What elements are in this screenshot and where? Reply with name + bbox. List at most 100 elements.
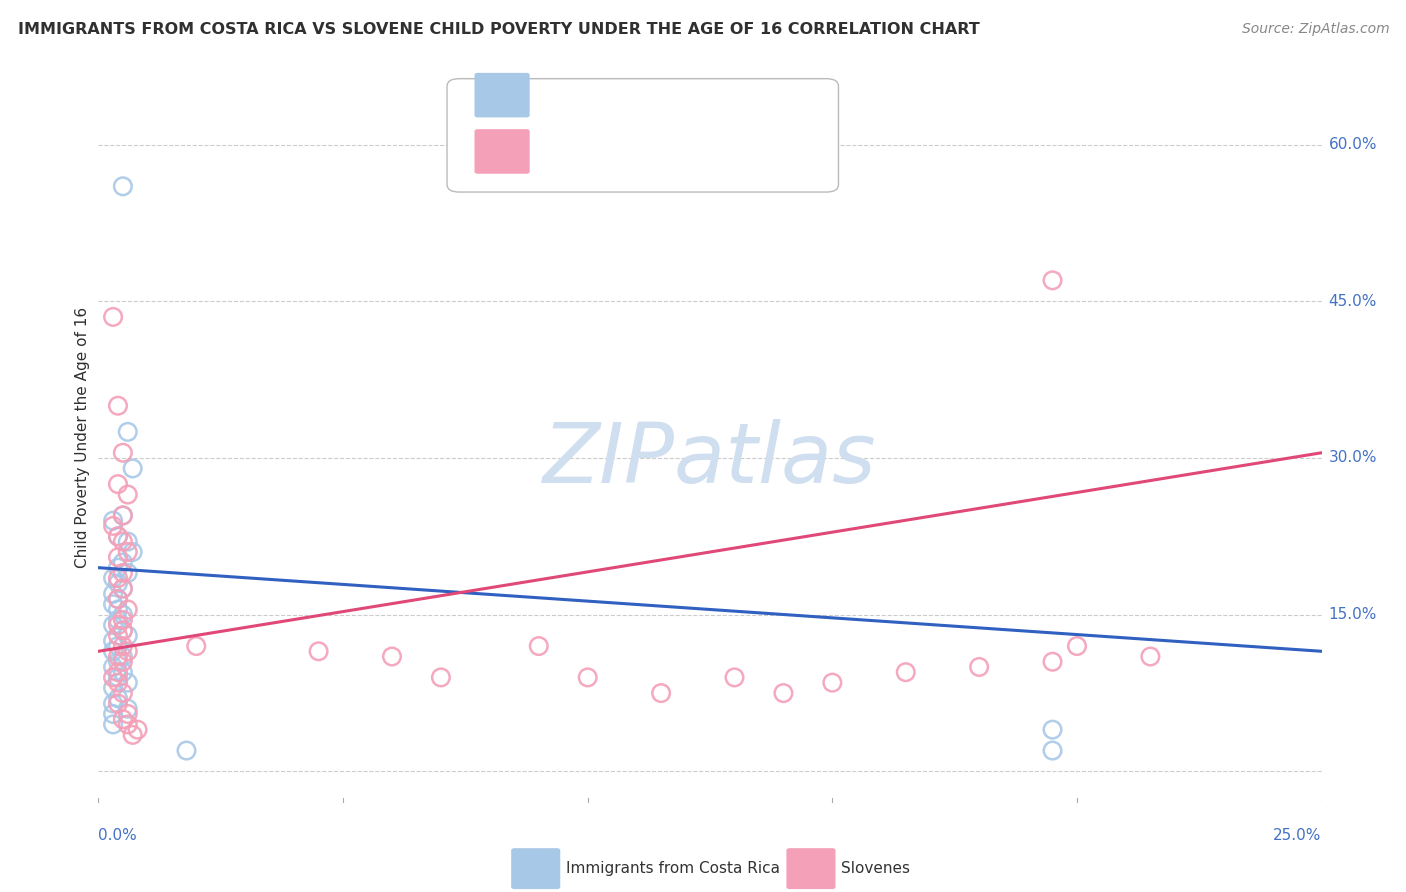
Point (117, 602, 139, 616)
Text: 0.0%: 0.0% (98, 828, 138, 843)
Point (111, 665, 134, 680)
Point (101, 644, 124, 658)
Point (101, 310, 124, 324)
FancyBboxPatch shape (787, 849, 835, 888)
Point (107, 576, 129, 591)
Text: N =: N = (710, 87, 744, 103)
Point (101, 706, 124, 721)
Point (117, 629, 139, 643)
Text: -0.088: -0.088 (596, 87, 651, 103)
Text: ZIPatlas: ZIPatlas (543, 418, 877, 500)
Text: 0.286: 0.286 (596, 144, 644, 159)
Text: R =: R = (546, 144, 578, 159)
Point (107, 592, 129, 607)
Point (107, 571, 129, 585)
Point (111, 613, 134, 627)
Point (111, 582, 134, 596)
Text: IMMIGRANTS FROM COSTA RICA VS SLOVENE CHILD POVERTY UNDER THE AGE OF 16 CORRELAT: IMMIGRANTS FROM COSTA RICA VS SLOVENE CH… (18, 22, 980, 37)
Point (107, 649, 129, 664)
Point (107, 697, 129, 711)
Point (111, 649, 134, 664)
Text: 15.0%: 15.0% (1329, 607, 1376, 623)
Point (1042, 723, 1064, 737)
Point (117, 566, 139, 580)
Point (101, 519, 124, 533)
Point (101, 697, 124, 711)
Point (527, 639, 550, 653)
Point (894, 665, 917, 680)
Point (107, 560, 129, 574)
FancyBboxPatch shape (475, 130, 529, 173)
Text: Immigrants from Costa Rica: Immigrants from Costa Rica (565, 861, 780, 876)
Point (117, 644, 139, 658)
Point (101, 597, 124, 611)
Point (111, 639, 134, 653)
Point (107, 675, 129, 690)
Point (127, 723, 149, 737)
Point (111, 624, 134, 638)
Point (107, 613, 129, 627)
Point (117, 706, 139, 721)
FancyBboxPatch shape (475, 73, 529, 117)
Point (111, 582, 134, 596)
Point (1139, 649, 1161, 664)
Text: 60.0%: 60.0% (1329, 137, 1376, 152)
Point (107, 618, 129, 632)
Point (111, 556, 134, 570)
Point (111, 712, 134, 726)
Point (111, 534, 134, 549)
Text: 50: 50 (759, 144, 780, 159)
Point (101, 618, 124, 632)
Point (107, 477, 129, 491)
FancyBboxPatch shape (512, 849, 560, 888)
Point (117, 675, 139, 690)
Point (111, 624, 134, 638)
Point (381, 649, 404, 664)
Text: R =: R = (546, 87, 578, 103)
Text: 25.0%: 25.0% (1274, 828, 1322, 843)
Point (101, 670, 124, 684)
Point (176, 743, 198, 757)
Text: Slovenes: Slovenes (841, 861, 910, 876)
Point (121, 545, 143, 559)
Point (107, 602, 129, 616)
Point (1042, 743, 1064, 757)
Point (117, 534, 139, 549)
Point (117, 702, 139, 716)
Point (111, 566, 134, 580)
Point (101, 514, 124, 528)
Point (121, 461, 143, 475)
Point (821, 675, 844, 690)
FancyBboxPatch shape (447, 78, 838, 192)
Point (107, 399, 129, 413)
Point (101, 633, 124, 648)
Point (107, 529, 129, 543)
Point (101, 571, 124, 585)
Point (107, 670, 129, 684)
Point (107, 592, 129, 607)
Point (308, 644, 330, 658)
Point (117, 487, 139, 501)
Point (107, 629, 129, 643)
Point (107, 655, 129, 669)
Point (111, 655, 134, 669)
Point (111, 179, 134, 194)
Point (107, 639, 129, 653)
Point (576, 670, 599, 684)
Point (101, 587, 124, 601)
Point (1066, 639, 1088, 653)
Point (117, 545, 139, 559)
Point (117, 717, 139, 731)
Point (121, 728, 143, 742)
Point (111, 508, 134, 523)
Point (186, 639, 208, 653)
Point (772, 686, 794, 700)
Point (1042, 273, 1064, 287)
Point (111, 607, 134, 622)
Point (117, 425, 139, 439)
Point (107, 665, 129, 680)
Text: 30.0%: 30.0% (1329, 450, 1376, 466)
Point (111, 686, 134, 700)
Point (111, 446, 134, 460)
Point (430, 670, 453, 684)
